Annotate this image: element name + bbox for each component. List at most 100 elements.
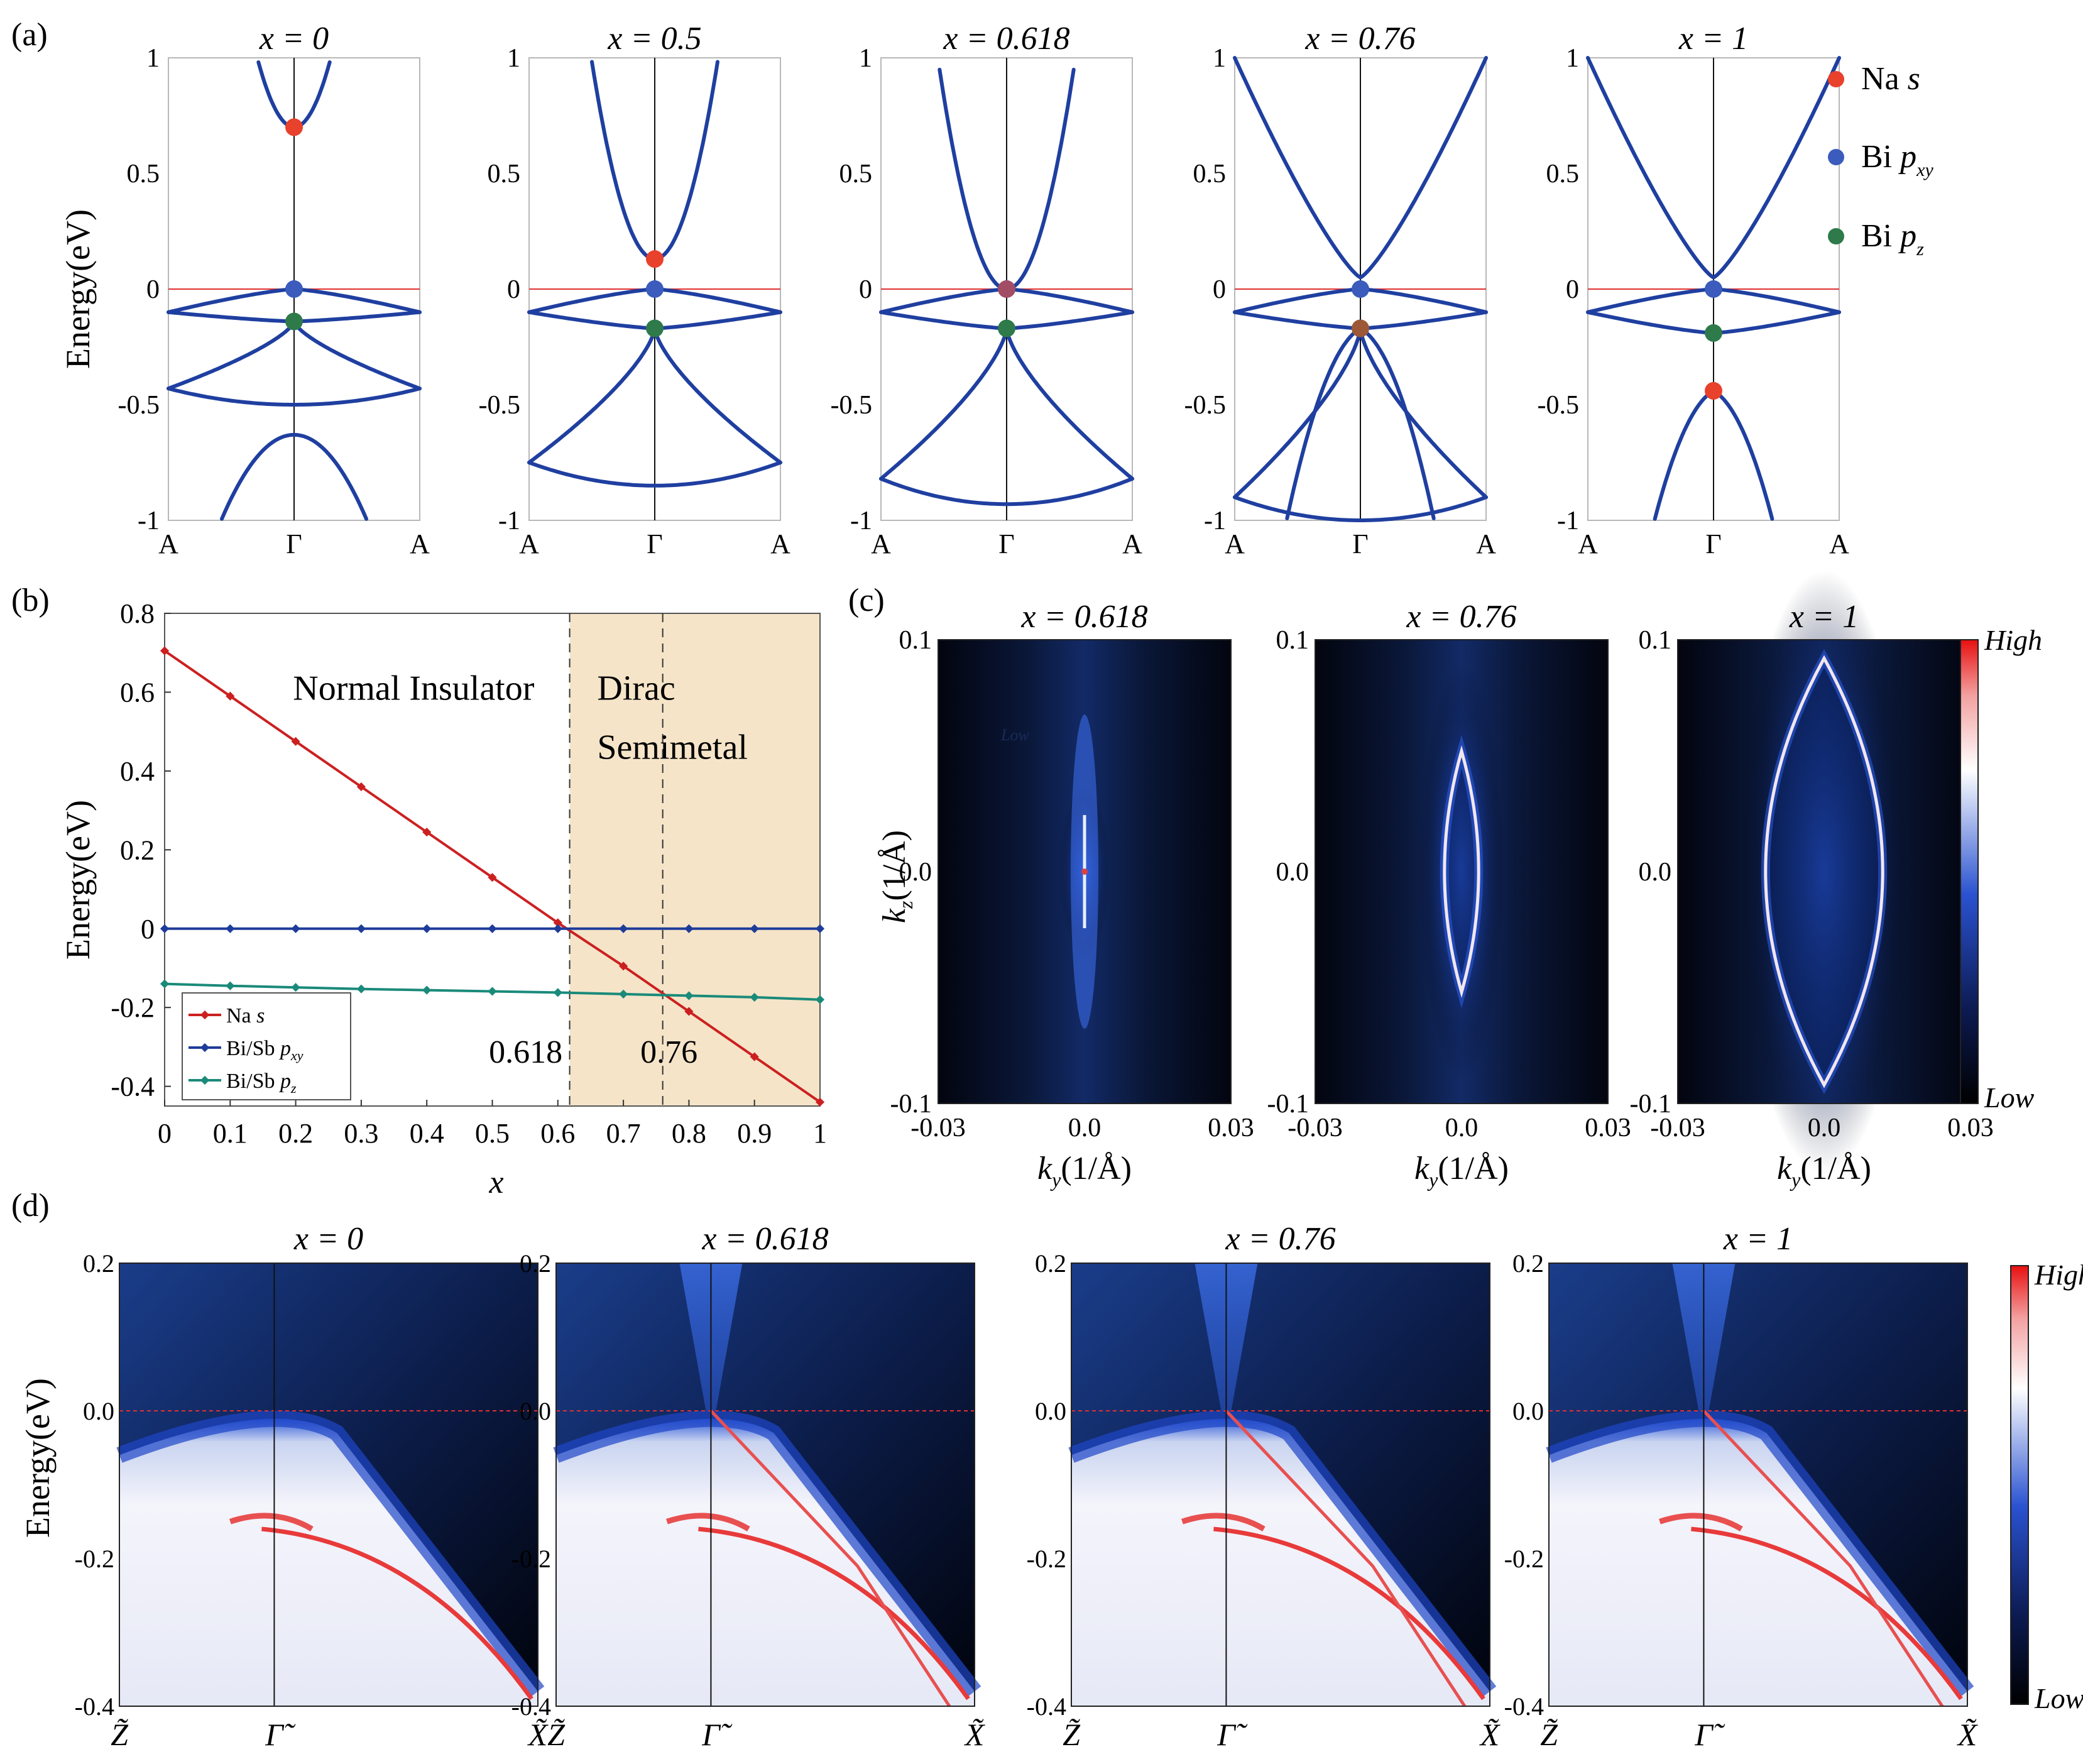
c-ytick-label: 0.0 [1276,858,1309,887]
b-ytick-label: 0.2 [120,835,155,865]
b-point [291,737,300,746]
a-ytick-label: 0 [859,275,872,304]
b-point [684,1007,694,1016]
a-subplot-3: 10.50-0.5-1A Γ Ax = 0.76 [1184,21,1497,559]
d-gamma-feature [1658,1513,1743,1531]
a-dot-bi-pz [1705,324,1722,342]
d-subplot-1: x = 0.618 0.2 0.0 -0.2 -0.4Z̃ Γ̃ X̃ [511,1221,986,1752]
c-ytick-label: 0.1 [899,626,932,655]
b-xtick-label: 1 [813,1118,827,1149]
c-ytick-label: 0.0 [1639,858,1672,887]
a-dot-bi-pz [646,319,664,337]
d-ytick-label: -0.2 [1504,1545,1544,1573]
d-surface-band [1213,1526,1485,1701]
c-colorbar-low: Low [1984,1082,2035,1114]
a-xtick-label: A [1225,529,1245,559]
legend-na-s-dot [1828,71,1844,87]
b-point [226,691,235,701]
a-dot-bi-pz [285,312,303,331]
d-ytick-label: 0.0 [1035,1397,1066,1425]
a-ytick-label: 0 [1213,275,1226,304]
c-stray-label: Low [1000,726,1029,744]
b-legend-marker [200,1010,210,1020]
a-xtick-label: A [1578,529,1598,559]
b-xtick-label: 0.5 [475,1118,510,1149]
a-subplot-4: 10.50-0.5-1A Γ Ax = 1 [1538,21,1850,559]
c-colorbar [1960,639,1979,1104]
a-ytick-label: 0.5 [1193,160,1227,189]
a-xtick-label: A [1829,529,1849,559]
a-ytick-label: 0 [507,275,520,304]
c-subplot-2: x = 1 -0.03 0.0 0.03 0.1 0.0 -0.1 ky(1/Å) [1630,570,1994,1191]
legend-bi-pxy-dot [1828,149,1844,165]
b-point [488,987,497,996]
b-region-dirac: Semimetal [597,728,748,767]
d-ytick-label: -0.2 [1027,1545,1066,1573]
a-subplot-2: 10.50-0.5-1A Γ Ax = 0.618 [831,21,1143,559]
b-ylabel: Energy(eV) [59,800,97,960]
d-frame [555,1263,975,1707]
a-dot-na-s [285,118,303,136]
a-band-vb [220,432,368,521]
b-point [750,924,759,933]
band-structure-panel-a: Energy(eV) 10.50-0.5-1A Γ Ax = 010.50-0.5-… [59,21,1933,559]
b-point [619,924,628,933]
b-point [815,924,825,933]
a-band-cone-up [1586,56,1841,280]
c-ytick-label: 0.1 [1276,626,1309,655]
c-colorbar-high: High [1984,624,2042,656]
d-ytick-label: 0.2 [1035,1249,1066,1278]
a-ytick-label: 1 [1566,44,1579,73]
b-legend-label: Bi/Sb pz [226,1070,297,1096]
b-point [815,1097,825,1107]
b-point [553,988,562,997]
b-ytick-label: -0.4 [111,1071,155,1102]
c-xlabel: ky(1/Å) [1414,1151,1509,1191]
surface-states-panel-d: Energy(eV) x = 00.20.0-0.2-0.4Z̃ Γ̃ X̃x = … [19,1221,2083,1752]
d-xtick-label: Z̃ [1063,1717,1081,1752]
b-xtick-label: 0.8 [672,1118,706,1149]
b-legend-marker [200,1043,210,1053]
d-ylabel: Energy(eV) [19,1378,57,1538]
d-ytick-label: 0.0 [520,1397,551,1425]
b-point [422,828,432,837]
d-edge-band [1068,1410,1497,1697]
a-ytick-label: 0.5 [1546,160,1580,189]
b-vline-label: 0.76 [640,1034,697,1070]
d-ytick-label: 0.2 [1512,1249,1544,1278]
d-surface-band [261,1526,533,1701]
d-title: x = 0.618 [701,1221,828,1257]
d-ytick-label: 0.2 [520,1249,551,1278]
panel-label-d: (d) [11,1188,50,1224]
b-region-normal: Normal Insulator [293,669,534,708]
b-point [553,924,562,933]
a-dot-na-s [998,280,1015,298]
d-cone-branch [1225,1410,1467,1707]
d-edge-band [116,1410,545,1697]
d-colorbar-high: High [2034,1259,2083,1291]
d-xtick-label: Z̃ [111,1717,129,1752]
b-point [488,873,497,882]
c-frame [1315,639,1609,1104]
a-ytick-label: 0 [146,275,160,304]
a-dot-bi-pxy [1352,280,1369,298]
a-ytick-label: -1 [498,507,520,535]
a-ytick-label: 1 [1213,44,1226,73]
d-xtick-label: Z̃ [547,1717,566,1752]
d-gamma-feature [229,1513,314,1531]
b-point [160,646,170,655]
d-xtick-label: X̃ [1957,1717,1979,1752]
d-ytick-label: -0.4 [75,1692,114,1721]
c-ytick-label: -0.1 [1630,1090,1672,1119]
b-point [291,924,300,933]
d-edge-band [553,1410,981,1697]
d-bulk-continuum [1071,1418,1490,1706]
a-xtick-label: A [871,529,891,559]
fermi-arc-panel-c: kz(1/Å) x = 0.618 Low -0.03 0.0 0.03 0.1 0.0 -0… [877,570,2042,1191]
a-dot-bi-pxy [1705,280,1722,298]
b-point [356,924,366,933]
c-title: x = 0.76 [1406,599,1516,635]
a-ytick-label: 1 [859,44,872,73]
d-frame [1071,1263,1490,1707]
